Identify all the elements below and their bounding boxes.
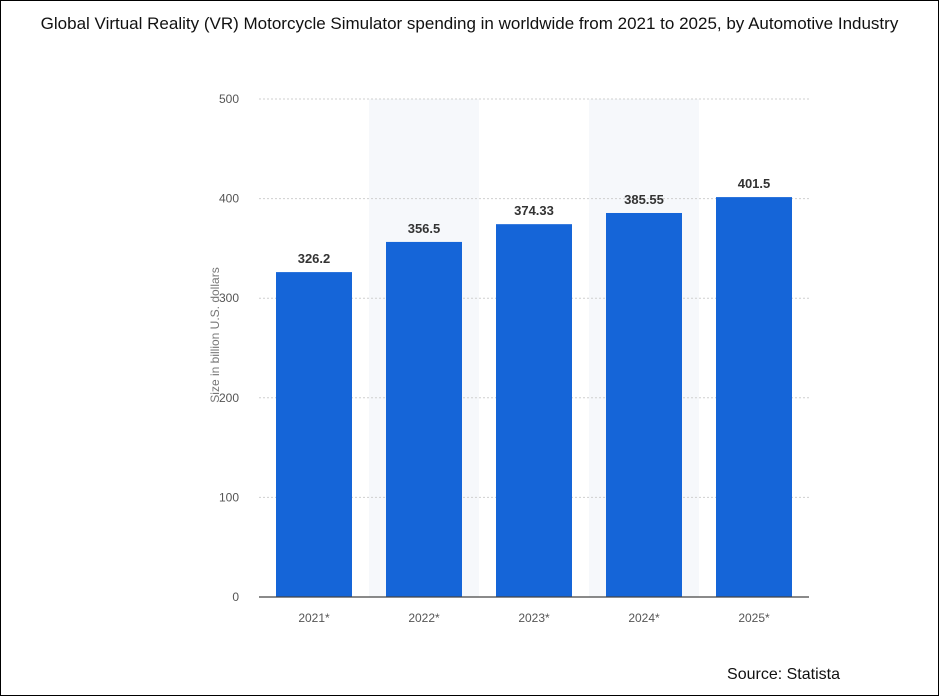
bar: [386, 241, 462, 597]
data-label: 401.5: [738, 176, 771, 191]
y-tick-label: 0: [232, 590, 239, 604]
x-tick-label: 2022*: [408, 611, 440, 625]
x-axis-ticks: 2021* 2022* 2023* 2024* 2025*: [298, 611, 770, 625]
bar: [276, 272, 352, 597]
y-tick-label: 500: [219, 92, 239, 106]
data-label: 385.55: [624, 192, 664, 207]
x-tick-label: 2023*: [518, 611, 550, 625]
source-note: Source: Statista: [727, 666, 840, 683]
bars: [276, 197, 792, 598]
x-tick-label: 2021*: [298, 611, 330, 625]
y-axis-ticks: 0 100 200 300 400 500: [219, 92, 239, 604]
bar: [716, 197, 792, 597]
y-tick-label: 300: [219, 291, 239, 305]
x-tick-label: 2025*: [738, 611, 770, 625]
x-tick-label: 2024*: [628, 611, 660, 625]
chart-title: Global Virtual Reality (VR) Motorcycle S…: [40, 14, 899, 33]
data-labels: 326.2 356.5 374.33 385.55 401.5: [298, 176, 771, 266]
data-label: 374.33: [514, 203, 554, 218]
y-tick-label: 100: [219, 490, 239, 504]
y-tick-label: 400: [219, 192, 239, 206]
y-tick-label: 200: [219, 391, 239, 405]
bar: [496, 224, 572, 598]
bar: [606, 212, 682, 598]
data-label: 326.2: [298, 251, 331, 266]
data-label: 356.5: [408, 221, 441, 236]
y-axis-label: Size in billion U.S. dollars: [208, 267, 222, 402]
